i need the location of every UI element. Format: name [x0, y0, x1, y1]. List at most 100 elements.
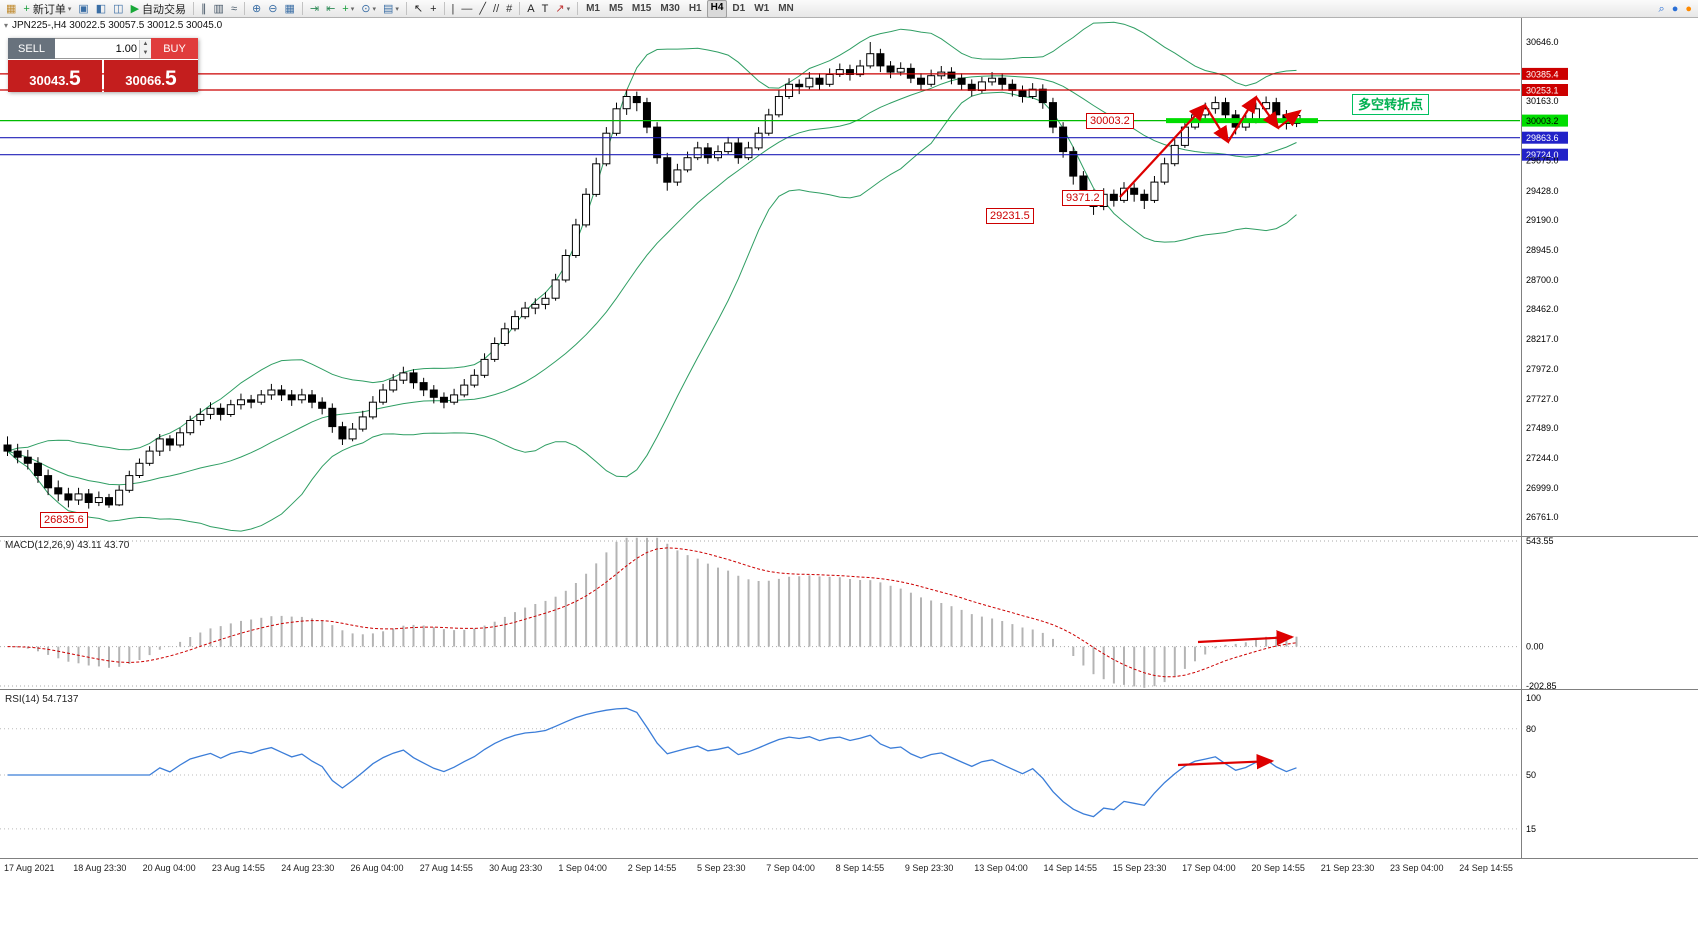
account-icon[interactable]: ●: [1682, 1, 1695, 17]
price-label-low-29231[interactable]: 29231.5: [986, 208, 1034, 224]
timeframe-d1-button[interactable]: D1: [732, 2, 746, 14]
red-arrow[interactable]: [1227, 95, 1258, 143]
timeframe-m30-button[interactable]: M30: [660, 2, 680, 14]
bar-chart-icon[interactable]: ∥: [198, 1, 210, 17]
candle-chart-icon-glyph: ▥: [213, 2, 224, 15]
volume-input[interactable]: [55, 42, 139, 55]
line-chart-icon-glyph: ≈: [230, 2, 237, 15]
period-icon[interactable]: ⊙ ▾: [358, 1, 379, 17]
price-label-low-29371[interactable]: 9371.2: [1062, 190, 1104, 206]
toolbar: ▦ + 新订单 ▾ ▣ ◧ ◫ ▶ 自动交易 ∥ ▥ ≈ ⊕ ⊖ ▦ ⇥ ⇤ + ▾ ⊙ ▾ ▤ ▾ ↖ + | ― ╱//# A T ↗ ▾…: [0, 0, 1698, 18]
timeframe-mn-button[interactable]: MN: [778, 2, 794, 14]
hline-axis-label: 30385.4: [1526, 69, 1559, 79]
sell-button[interactable]: SELL: [8, 38, 55, 59]
buy-price-box[interactable]: 30066. 5: [104, 60, 198, 92]
auto-scroll-icon[interactable]: ⇥: [307, 1, 322, 17]
timeframe-h1-button[interactable]: H1: [688, 2, 702, 14]
red-arrow[interactable]: [1197, 630, 1295, 646]
chart-shift-icon[interactable]: ⇤: [323, 1, 338, 17]
chart-legend-text: JPN225-,H4 30022.5 30057.5 30012.5 30045…: [12, 20, 223, 31]
price-label-level-30003[interactable]: 30003.2: [1086, 113, 1134, 129]
zoom-out-icon[interactable]: ⊖: [265, 1, 280, 17]
one-click-trading-panel: SELL ▲ ▼ BUY 30043.5 30066.5: [8, 38, 198, 92]
price-tick: 26999.0: [1526, 483, 1559, 493]
time-label: 20 Aug 04:00: [143, 863, 196, 873]
period-icon-glyph: ⊙: [361, 2, 371, 15]
navigator-icon[interactable]: ◫: [110, 1, 126, 17]
red-arrow[interactable]: [1119, 103, 1207, 198]
community-icon[interactable]: ●: [1669, 1, 1682, 17]
crosshair-icon-glyph: +: [430, 2, 437, 15]
chart-windows-icon[interactable]: ▣: [75, 1, 91, 17]
search-icon[interactable]: ⌕: [1656, 1, 1668, 17]
hline-axis-label-bg: [1522, 84, 1568, 96]
hline-axis-label-bg: [1522, 148, 1568, 161]
timeframe-m5-button[interactable]: M5: [609, 2, 623, 14]
trendline-icon[interactable]: ╱: [476, 1, 489, 17]
hline-axis-label: 29863.6: [1526, 133, 1559, 143]
line-chart-icon[interactable]: ≈: [228, 1, 240, 17]
text-icon[interactable]: A: [524, 1, 537, 17]
crosshair-icon[interactable]: +: [427, 1, 439, 17]
new-order-button[interactable]: + 新订单 ▾: [20, 1, 74, 17]
time-label: 14 Sep 14:55: [1044, 863, 1098, 873]
price-tick: 26761.0: [1526, 512, 1559, 522]
red-arrow[interactable]: [1204, 104, 1230, 144]
tile-windows-icon[interactable]: ▦: [281, 1, 297, 17]
red-arrow[interactable]: [1255, 96, 1280, 130]
text-label-icon[interactable]: T: [539, 1, 552, 17]
arrows-tool-icon[interactable]: ↗ ▾: [552, 1, 573, 17]
sell-price-box[interactable]: 30043. 5: [8, 60, 102, 92]
time-label: 23 Sep 04:00: [1390, 863, 1444, 873]
cursor-icon[interactable]: ↖: [411, 1, 426, 17]
time-label: 26 Aug 04:00: [351, 863, 404, 873]
arrows-tool-icon-caret-icon: ▾: [566, 5, 571, 13]
trendline-icon-glyph: ╱: [479, 2, 487, 15]
red-arrow[interactable]: [1277, 109, 1302, 129]
time-label: 30 Aug 23:30: [489, 863, 542, 873]
new-chart-icon[interactable]: + ▾: [339, 1, 357, 17]
autotrade-button[interactable]: ▶ 自动交易: [128, 1, 189, 17]
turning-point-label[interactable]: 多空转折点: [1352, 94, 1430, 115]
bar-chart-icon-glyph: ∥: [201, 2, 207, 15]
horizontal-line-icon[interactable]: ―: [458, 1, 475, 17]
autotrade-button-label: 自动交易: [142, 3, 187, 16]
rsi-tick: 80: [1526, 724, 1536, 734]
zoom-out-icon-glyph: ⊖: [268, 2, 278, 15]
hline-axis-label: 29724.0: [1526, 150, 1559, 160]
terminal-chart-icon[interactable]: ▦: [3, 1, 19, 17]
timeframe-m15-button[interactable]: M15: [631, 2, 652, 14]
fibonacci-icon[interactable]: #: [503, 1, 515, 17]
buy-price: 30066.: [125, 73, 166, 88]
red-arrow[interactable]: [1177, 753, 1275, 770]
bollinger-middle-band: [7, 75, 1297, 486]
timeframe-m1-button[interactable]: M1: [586, 2, 600, 14]
time-label: 1 Sep 04:00: [558, 863, 607, 873]
zoom-in-icon[interactable]: ⊕: [249, 1, 264, 17]
time-label: 15 Sep 23:30: [1113, 863, 1167, 873]
equidistant-channel-icon[interactable]: //: [490, 1, 502, 17]
rsi-line: [7, 707, 1297, 818]
template-icon[interactable]: ▤ ▾: [380, 1, 402, 17]
volume-decrease-button[interactable]: ▼: [140, 48, 151, 58]
price-label-low-26835[interactable]: 26835.6: [40, 512, 88, 528]
timeframe-w1-button[interactable]: W1: [754, 2, 770, 14]
trend-arrows[interactable]: [1119, 95, 1302, 770]
chart-area: 30385.4 30253.1 30003.2 29863.6 29724.0 30646…: [0, 18, 1698, 937]
one-click-collapse-icon[interactable]: ▾: [4, 21, 9, 30]
arrows-tool-icon-glyph: ↗: [555, 2, 565, 15]
rsi-indicator-label: RSI(14) 54.7137: [5, 694, 79, 705]
buy-button[interactable]: BUY: [151, 38, 198, 59]
volume-increase-button[interactable]: ▲: [140, 39, 151, 49]
chart-windows-icon-glyph: ▣: [78, 2, 89, 15]
auto-scroll-icon-glyph: ⇥: [309, 2, 320, 15]
candle-chart-icon[interactable]: ▥: [211, 1, 227, 17]
navigator-icon-glyph: ◫: [113, 2, 124, 15]
vertical-line-icon[interactable]: |: [449, 1, 458, 17]
chart-shift-icon-glyph: ⇤: [326, 2, 336, 15]
rsi-tick: 50: [1526, 770, 1536, 780]
timeframe-h4-button[interactable]: H4: [706, 0, 728, 18]
market-watch-icon[interactable]: ◧: [93, 1, 109, 17]
chart-canvas[interactable]: 30385.4 30253.1 30003.2 29863.6 29724.0 30646…: [0, 18, 1698, 937]
hline-axis-label: 30253.1: [1526, 86, 1559, 96]
